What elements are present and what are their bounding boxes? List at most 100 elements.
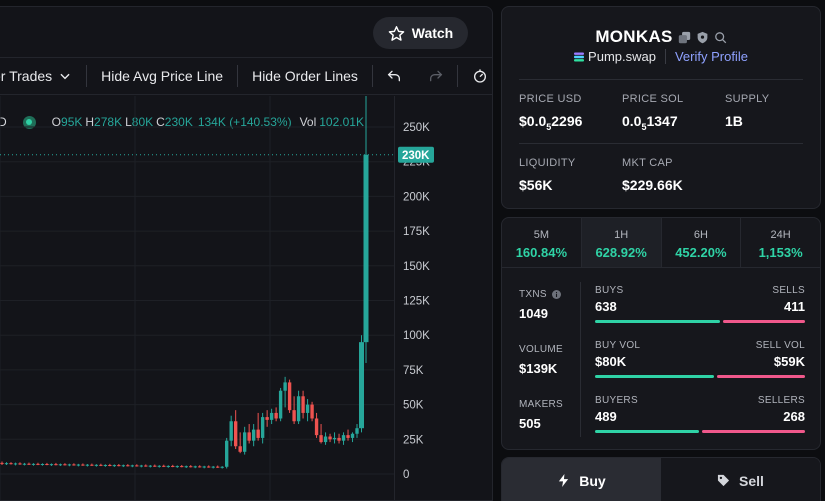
candle-body bbox=[45, 464, 49, 466]
liquidity-stat: LIQUIDITY $56K bbox=[519, 157, 576, 193]
candle-body bbox=[112, 465, 117, 467]
dex-label: Pump.swap bbox=[588, 49, 656, 64]
subline-divider bbox=[664, 49, 666, 64]
candle-body bbox=[274, 412, 278, 419]
tab-change: 1,153% bbox=[758, 245, 803, 260]
token-name: MONKAS bbox=[595, 27, 673, 46]
candle-body bbox=[58, 464, 63, 466]
sells-value: 411 bbox=[784, 299, 805, 314]
candle-body bbox=[278, 390, 283, 419]
watch-label: Watch bbox=[411, 25, 454, 41]
camera-icon bbox=[473, 69, 486, 83]
hide-order-lines-button[interactable]: Hide Order Lines bbox=[238, 58, 372, 94]
candle-body bbox=[130, 465, 135, 467]
market-cap-stat: MKT CAP $229.66K bbox=[622, 157, 683, 193]
buy-vol-bar bbox=[595, 375, 714, 378]
price-axis-tick: 0 bbox=[403, 469, 409, 481]
tab-label: 5M bbox=[533, 229, 550, 241]
candle-body bbox=[184, 466, 188, 468]
price-usd-value: $0.052296 bbox=[519, 113, 583, 132]
token-header: MONKAS bbox=[502, 27, 820, 47]
column-divider bbox=[580, 282, 581, 437]
buy-tab[interactable]: Buy bbox=[502, 458, 661, 501]
candle-body bbox=[346, 435, 350, 438]
price-axis-tick: 200K bbox=[403, 191, 430, 203]
verify-profile-link[interactable]: Verify Profile bbox=[674, 49, 748, 64]
price-axis-tick: 25K bbox=[403, 434, 424, 446]
performance-card: 5M 160.84% 1H 628.92% 6H 452.20% 24H 1,153% … bbox=[501, 217, 821, 450]
candle-body bbox=[171, 465, 175, 467]
legend-open-value: 95K bbox=[61, 115, 83, 129]
trades-dropdown-label: er Trades bbox=[0, 68, 53, 84]
market-cap-value: $229.66K bbox=[622, 177, 683, 193]
toolbar-divider bbox=[456, 65, 458, 87]
candle-body bbox=[54, 464, 58, 466]
copy-icon[interactable] bbox=[678, 31, 691, 44]
legend-close-value: 230K bbox=[164, 115, 193, 129]
hide-avg-price-line-label: Hide Avg Price Line bbox=[101, 68, 224, 84]
tab-1h[interactable]: 1H 628.92% bbox=[581, 218, 662, 267]
info-icon[interactable] bbox=[551, 290, 561, 299]
candle-body bbox=[135, 465, 139, 467]
txns-label-row: TXNS bbox=[519, 289, 561, 300]
candle-body bbox=[121, 465, 126, 467]
chart-toolbar: er Trades Hide Avg Price Line Hide Order… bbox=[0, 57, 492, 95]
search-icon[interactable] bbox=[714, 31, 727, 44]
tab-6h[interactable]: 6H 452.20% bbox=[662, 218, 742, 267]
candle-body bbox=[207, 466, 211, 468]
buys-sells-row: BUYS SELLS 638 411 bbox=[595, 285, 805, 323]
tab-5m[interactable]: 5M 160.84% bbox=[502, 218, 582, 267]
price-sol-label: PRICE SOL bbox=[622, 93, 684, 105]
buys-bar bbox=[595, 320, 720, 323]
candle-body bbox=[36, 463, 40, 465]
dex-link[interactable]: Pump.swap bbox=[574, 49, 656, 64]
legend-volume-key: Vol bbox=[299, 115, 317, 129]
shield-icon[interactable] bbox=[696, 31, 709, 44]
hide-order-lines-label: Hide Order Lines bbox=[252, 68, 358, 84]
legend-low-value: 80K bbox=[131, 115, 154, 129]
volume-value: $139K bbox=[519, 361, 558, 376]
buyers-label: BUYERS bbox=[595, 395, 638, 406]
screenshot-button[interactable] bbox=[458, 58, 488, 94]
liquidity-value: $56K bbox=[519, 177, 553, 193]
makers-stat: MAKERS 505 bbox=[519, 399, 563, 431]
candle-body bbox=[242, 432, 247, 452]
token-subline: Pump.swap Verify Profile bbox=[502, 49, 820, 64]
candle-body bbox=[305, 404, 310, 413]
candle-body bbox=[220, 466, 224, 468]
price-chart[interactable]: 250K225K200K175K150K125K100K75K50K25K0-2… bbox=[0, 96, 493, 501]
candle-body bbox=[292, 410, 296, 422]
candle-body bbox=[350, 433, 355, 438]
legend-symbol: D bbox=[0, 115, 7, 129]
undo-icon bbox=[387, 70, 400, 82]
candle-body bbox=[323, 436, 328, 443]
legend-high-key: H bbox=[85, 115, 95, 129]
candle-body bbox=[256, 429, 260, 438]
legend-low-key: L bbox=[125, 115, 132, 129]
candle-body bbox=[76, 464, 81, 466]
watch-button[interactable]: Watch bbox=[373, 17, 468, 49]
trades-dropdown[interactable]: er Trades bbox=[0, 58, 86, 94]
txns-stat: TXNS 1049 bbox=[519, 289, 561, 321]
undo-button[interactable] bbox=[373, 58, 415, 94]
price-usd-label: PRICE USD bbox=[519, 93, 582, 105]
candle-body bbox=[175, 466, 179, 468]
tab-24h[interactable]: 24H 1,153% bbox=[741, 218, 820, 267]
sell-tab[interactable]: Sell bbox=[661, 458, 820, 501]
hide-avg-price-line-button[interactable]: Hide Avg Price Line bbox=[87, 58, 237, 94]
candle-body bbox=[193, 466, 197, 468]
tab-change: 452.20% bbox=[675, 245, 727, 260]
candle-body bbox=[67, 464, 72, 466]
candle-body bbox=[81, 464, 85, 466]
divider bbox=[519, 143, 803, 144]
candle-body bbox=[94, 464, 99, 466]
txns-value: 1049 bbox=[519, 306, 548, 321]
candle-body bbox=[233, 421, 238, 447]
candle-body bbox=[225, 440, 229, 467]
candle-body bbox=[341, 435, 346, 441]
candle-body bbox=[63, 464, 67, 466]
tab-label: 6H bbox=[693, 229, 708, 241]
candle-body bbox=[31, 463, 36, 465]
redo-button[interactable] bbox=[415, 58, 457, 94]
